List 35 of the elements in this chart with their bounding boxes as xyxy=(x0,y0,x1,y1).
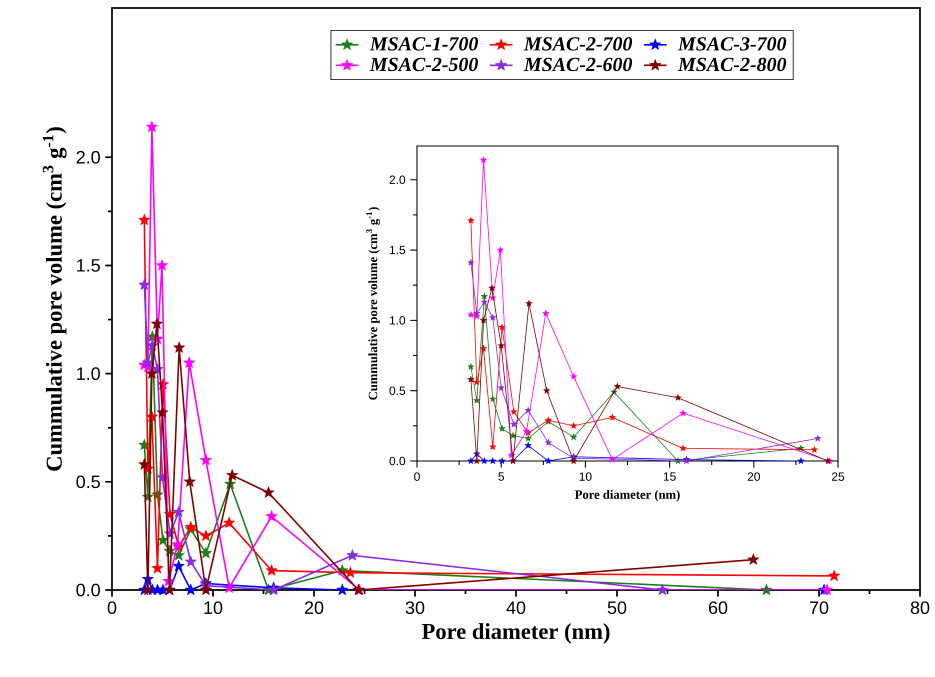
y-tick-label: 1.0 xyxy=(77,367,100,380)
legend-label: MSAC-2-600 xyxy=(524,58,632,72)
y-axis-title: Cummulative pore volume (cm$^{3}$ g$^{-1}$) xyxy=(366,207,380,400)
x-axis-title: Pore diameter (nm) xyxy=(422,623,610,644)
y-tick-label: 0.5 xyxy=(76,475,100,488)
x-tick-label: 60 xyxy=(708,601,728,614)
x-tick-label: 10 xyxy=(580,472,592,481)
y-tick-label: 0.5 xyxy=(389,386,406,395)
x-tick-label: 5 xyxy=(498,472,504,481)
legend-label: MSAC-2-700 xyxy=(524,37,632,51)
x-tick-label: 20 xyxy=(748,472,760,481)
x-tick-label: 0 xyxy=(414,472,420,481)
x-tick-label: 10 xyxy=(204,601,222,614)
y-tick-label: 2.0 xyxy=(390,176,406,184)
x-tick-label: 20 xyxy=(304,601,324,614)
x-axis-title: Pore diameter (nm) xyxy=(574,490,680,502)
legend-label: MSAC-2-800 xyxy=(678,58,786,72)
legend-label: MSAC-1-700 xyxy=(370,37,478,51)
y-tick-label: 0.0 xyxy=(389,456,406,466)
x-tick-label: 40 xyxy=(506,601,526,614)
legend-label: MSAC-2-500 xyxy=(370,58,478,72)
y-tick-label: 0.0 xyxy=(76,584,100,596)
x-tick-label: 30 xyxy=(406,601,424,614)
y-axis-title: Cummulative pore volume (cm$^{3}$ g$^{-1}$) xyxy=(42,127,67,471)
y-tick-label: 1.5 xyxy=(77,259,100,272)
x-tick-label: 80 xyxy=(910,601,930,614)
legend-label: MSAC-3-700 xyxy=(678,37,786,51)
x-tick-label: 0 xyxy=(108,601,116,614)
x-tick-label: 70 xyxy=(810,601,828,614)
y-tick-label: 2.0 xyxy=(76,150,100,164)
x-tick-label: 15 xyxy=(664,472,676,481)
y-tick-label: 1.0 xyxy=(390,316,406,325)
y-tick-label: 1.5 xyxy=(390,246,406,254)
x-tick-label: 25 xyxy=(832,472,844,481)
x-tick-label: 50 xyxy=(608,601,626,614)
